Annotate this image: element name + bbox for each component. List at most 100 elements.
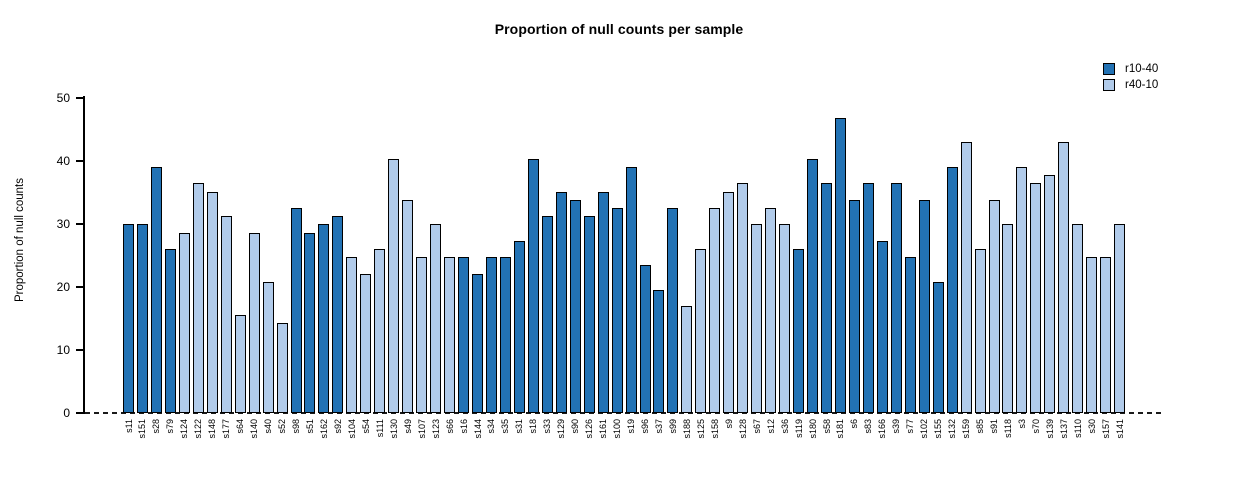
bar-s140 — [249, 233, 260, 413]
x-tick-label: s40 — [263, 419, 273, 434]
x-tick-label: s144 — [473, 419, 483, 439]
y-tick-label: 50 — [56, 90, 70, 105]
bar-s51 — [304, 233, 315, 413]
bar-s52 — [277, 323, 288, 413]
bar-s119 — [793, 249, 804, 413]
bar-s104 — [346, 257, 357, 413]
bar-s128 — [737, 183, 748, 413]
bar-s155 — [933, 282, 944, 413]
bar-s67 — [751, 224, 762, 413]
bar-s34 — [486, 257, 497, 413]
bar-s126 — [584, 216, 595, 413]
bar-s77 — [905, 257, 916, 413]
legend-label: r10-40 — [1125, 63, 1159, 75]
bar-s36 — [779, 224, 790, 413]
legend-swatch-r40-10 — [1103, 79, 1115, 91]
bar-s66 — [444, 257, 455, 413]
zero-baseline — [85, 412, 1164, 414]
x-tick-label: s158 — [710, 419, 720, 439]
x-tick-label: s151 — [137, 419, 147, 439]
x-tick-label: s58 — [822, 419, 832, 434]
bar-s180 — [807, 159, 818, 413]
x-tick-label: s100 — [612, 419, 622, 439]
x-tick-label: s83 — [863, 419, 873, 434]
x-tick-label: s104 — [347, 419, 357, 439]
x-tick-label: s92 — [333, 419, 343, 434]
x-tick-label: s66 — [445, 419, 455, 434]
x-tick-label: s85 — [975, 419, 985, 434]
x-tick-label: s132 — [947, 419, 957, 439]
x-tick-label: s36 — [780, 419, 790, 434]
bar-s137 — [1058, 142, 1069, 413]
x-tick-label: s137 — [1059, 419, 1069, 439]
bar-s35 — [500, 257, 511, 413]
bar-s85 — [975, 249, 986, 413]
bar-s39 — [891, 183, 902, 413]
y-tick-mark — [76, 222, 84, 225]
bar-s11 — [123, 224, 134, 413]
bar-s111 — [374, 249, 385, 413]
bar-s19 — [626, 167, 637, 413]
x-tick-label: s9 — [724, 419, 734, 429]
x-tick-label: s119 — [794, 419, 804, 438]
bar-s64 — [235, 315, 246, 413]
x-tick-label: s111 — [375, 419, 385, 438]
y-tick-mark — [76, 96, 84, 99]
bar-s130 — [388, 159, 399, 413]
x-tick-label: s140 — [249, 419, 259, 439]
bar-s100 — [612, 208, 623, 413]
bar-s122 — [193, 183, 204, 413]
y-tick-label: 20 — [56, 279, 70, 294]
y-axis-line — [83, 96, 85, 414]
bar-s18 — [528, 159, 539, 413]
x-tick-label: s37 — [654, 419, 664, 434]
x-tick-label: s125 — [696, 419, 706, 439]
x-tick-label: s139 — [1045, 419, 1055, 439]
x-tick-label: s180 — [808, 419, 818, 439]
bar-s96 — [640, 265, 651, 413]
x-tick-label: s118 — [1003, 419, 1013, 438]
bar-s159 — [961, 142, 972, 413]
x-tick-label: s67 — [752, 419, 762, 434]
x-tick-label: s54 — [361, 419, 371, 434]
x-tick-label: s128 — [738, 419, 748, 439]
bar-s12 — [765, 208, 776, 413]
bar-s98 — [291, 208, 302, 413]
x-tick-label: s98 — [291, 419, 301, 434]
bar-s144 — [472, 274, 483, 413]
legend-item: r40-10 — [1103, 79, 1158, 91]
bar-s158 — [709, 208, 720, 413]
bar-s90 — [570, 200, 581, 413]
x-tick-label: s35 — [500, 419, 510, 434]
x-tick-label: s18 — [528, 419, 538, 434]
x-tick-label: s64 — [235, 419, 245, 434]
x-tick-label: s130 — [389, 419, 399, 439]
x-tick-label: s28 — [151, 419, 161, 434]
x-tick-label: s122 — [193, 419, 203, 439]
x-tick-label: s188 — [682, 419, 692, 439]
x-tick-label: s33 — [542, 419, 552, 434]
y-tick-mark — [76, 285, 84, 288]
x-tick-label: s51 — [305, 419, 315, 434]
bar-s125 — [695, 249, 706, 413]
x-tick-label: s148 — [207, 419, 217, 439]
bar-s28 — [151, 167, 162, 413]
bar-s3 — [1016, 167, 1027, 413]
y-axis-title: Proportion of null counts — [14, 177, 26, 303]
bar-s123 — [430, 224, 441, 413]
x-tick-label: s141 — [1115, 419, 1125, 439]
bar-s91 — [989, 200, 1000, 413]
x-tick-label: s39 — [891, 419, 901, 434]
x-tick-label: s123 — [431, 419, 441, 439]
x-tick-label: s19 — [626, 419, 636, 434]
x-tick-label: s11 — [124, 419, 134, 433]
x-tick-label: s34 — [486, 419, 496, 434]
x-tick-label: s16 — [459, 419, 469, 434]
bar-s166 — [877, 241, 888, 413]
bar-s40 — [263, 282, 274, 413]
x-tick-label: s129 — [556, 419, 566, 439]
x-tick-label: s161 — [598, 419, 608, 439]
legend: r10-40 r40-10 — [1103, 63, 1158, 95]
bar-s157 — [1100, 257, 1111, 413]
